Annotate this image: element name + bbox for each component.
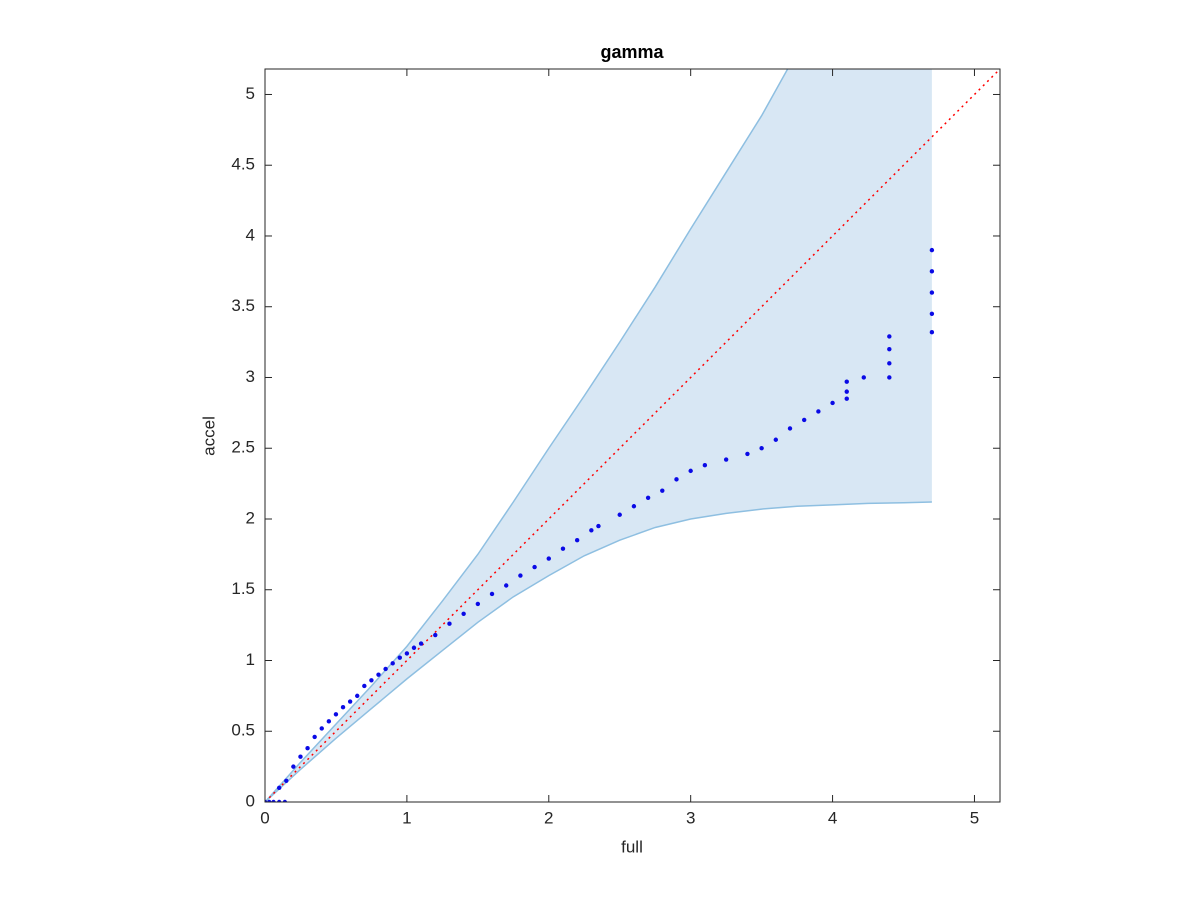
point: [631, 504, 637, 509]
point: [362, 683, 367, 689]
point: [312, 734, 317, 740]
point: [383, 666, 388, 672]
point: [660, 488, 665, 493]
point: [887, 375, 892, 380]
point: [801, 417, 807, 423]
point: [844, 379, 849, 384]
point: [844, 396, 849, 401]
point: [688, 468, 693, 474]
point: [929, 269, 935, 274]
point: [340, 704, 346, 710]
point: [265, 799, 268, 802]
point: [418, 641, 424, 646]
point: [816, 409, 821, 414]
point: [645, 495, 651, 500]
point: [271, 799, 276, 802]
point: [830, 400, 835, 406]
point: [589, 528, 594, 533]
y-tick-label: 0: [246, 791, 255, 810]
chart-title: gamma: [600, 42, 664, 62]
point: [333, 712, 339, 717]
y-tick-label: 3: [246, 367, 255, 386]
point: [887, 346, 892, 352]
point: [861, 375, 866, 380]
band-edge: [265, 501, 932, 802]
x-tick-label: 4: [828, 808, 837, 827]
x-tick-label: 0: [260, 808, 269, 827]
point: [305, 746, 310, 751]
point: [773, 437, 779, 442]
point: [461, 611, 466, 616]
point: [267, 799, 272, 802]
band-area: [265, 69, 932, 802]
band-edge: [265, 69, 789, 802]
point: [759, 446, 764, 451]
point: [929, 311, 935, 317]
point: [291, 764, 296, 769]
point: [518, 573, 523, 578]
point: [298, 754, 303, 759]
point: [723, 457, 729, 462]
point: [489, 591, 495, 597]
point: [284, 778, 289, 783]
y-tick-label: 0.5: [231, 721, 255, 740]
point: [929, 330, 935, 335]
point: [929, 290, 935, 295]
point: [745, 451, 750, 457]
x-tick-label: 2: [544, 808, 553, 827]
point: [702, 463, 708, 468]
point: [397, 655, 402, 660]
point: [355, 693, 360, 699]
point: [326, 719, 332, 724]
point: [887, 361, 892, 366]
point: [787, 426, 793, 431]
y-tick-label: 1: [246, 650, 255, 669]
point: [404, 651, 410, 656]
y-tick-label: 2.5: [231, 438, 255, 457]
point: [475, 601, 481, 607]
point: [532, 564, 537, 570]
y-tick-label: 2: [246, 508, 255, 527]
point: [390, 661, 395, 666]
x-tick-label: 1: [402, 808, 411, 827]
point: [504, 583, 509, 588]
point: [596, 523, 601, 529]
point: [369, 678, 374, 683]
point: [887, 334, 892, 339]
point: [929, 247, 935, 253]
point: [844, 389, 849, 394]
point: [282, 799, 288, 802]
point: [276, 785, 282, 791]
y-tick-label: 5: [246, 84, 255, 103]
reference-line: [265, 69, 1000, 802]
point: [411, 645, 417, 650]
point: [347, 699, 353, 704]
point: [674, 477, 679, 482]
y-tick-label: 3.5: [231, 296, 255, 315]
point: [546, 556, 551, 561]
point: [433, 632, 438, 638]
y-tick-label: 4: [246, 225, 255, 244]
point: [574, 538, 580, 543]
y-axis-label: accel: [199, 416, 218, 456]
point: [276, 799, 282, 802]
plot-area: [265, 69, 1000, 802]
x-axis-label: full: [621, 837, 643, 856]
y-tick-label: 1.5: [231, 579, 255, 598]
point: [617, 512, 622, 517]
y-tick-label: 4.5: [231, 155, 255, 174]
x-tick-label: 3: [686, 808, 695, 827]
axes-box: [264, 68, 1001, 803]
x-tick-label: 5: [970, 808, 979, 827]
point: [319, 726, 324, 731]
point: [447, 621, 452, 626]
point: [560, 546, 566, 551]
point: [376, 672, 381, 677]
